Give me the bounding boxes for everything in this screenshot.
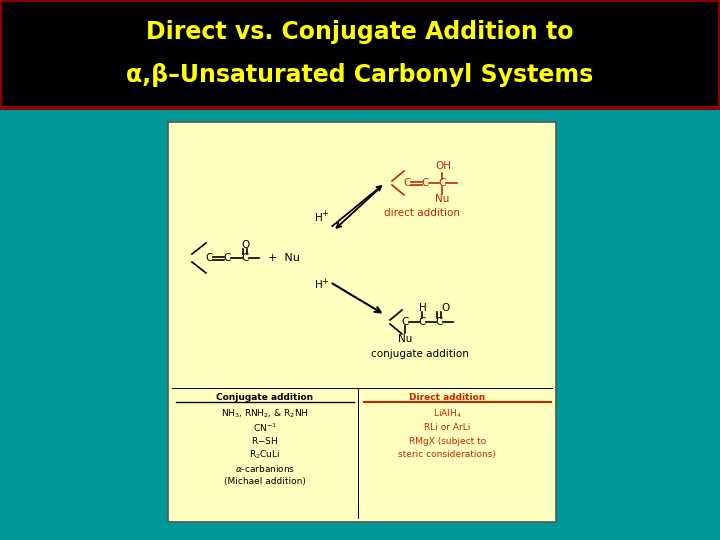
Text: Direct vs. Conjugate Addition to: Direct vs. Conjugate Addition to (146, 20, 574, 44)
Text: Nu: Nu (435, 194, 449, 204)
Text: RLi or ArLi: RLi or ArLi (424, 423, 471, 432)
Text: (Michael addition): (Michael addition) (224, 477, 306, 486)
Text: O: O (441, 303, 449, 313)
Text: C: C (241, 253, 248, 263)
Text: α,β–Unsaturated Carbonyl Systems: α,β–Unsaturated Carbonyl Systems (127, 63, 593, 87)
Text: H: H (315, 213, 323, 223)
Text: OH: OH (435, 161, 451, 171)
Text: $\alpha$-carbanions: $\alpha$-carbanions (235, 462, 295, 474)
Text: R$-$SH: R$-$SH (251, 435, 279, 447)
Text: C: C (418, 317, 426, 327)
Text: C: C (223, 253, 230, 263)
Text: R$_2$CuLi: R$_2$CuLi (249, 448, 281, 461)
Text: direct addition: direct addition (384, 208, 460, 218)
Text: C: C (403, 178, 410, 188)
Text: +: + (321, 276, 328, 286)
Text: O: O (241, 240, 249, 250)
Text: H: H (315, 280, 323, 290)
Text: +: + (321, 210, 328, 219)
Text: conjugate addition: conjugate addition (371, 349, 469, 359)
Text: C: C (401, 317, 409, 327)
Text: Nu: Nu (398, 334, 412, 344)
Text: Direct addition: Direct addition (409, 394, 485, 402)
Text: Conjugate addition: Conjugate addition (217, 394, 314, 402)
Text: C: C (421, 178, 428, 188)
Text: CN$^{-1}$: CN$^{-1}$ (253, 421, 277, 434)
Text: LiAlH$_4$: LiAlH$_4$ (433, 408, 462, 420)
Text: steric considerations): steric considerations) (398, 450, 496, 459)
Text: H: H (419, 303, 427, 313)
Text: C: C (205, 253, 212, 263)
Bar (0, 0, 720, 108)
Text: C: C (436, 317, 443, 327)
Text: NH$_3$, RNH$_2$, & R$_2$NH: NH$_3$, RNH$_2$, & R$_2$NH (221, 408, 309, 420)
Text: +  Nu: + Nu (268, 253, 300, 263)
Text: RMgX (subject to: RMgX (subject to (409, 436, 486, 446)
Text: C: C (438, 178, 446, 188)
Bar (168, 122, 556, 522)
